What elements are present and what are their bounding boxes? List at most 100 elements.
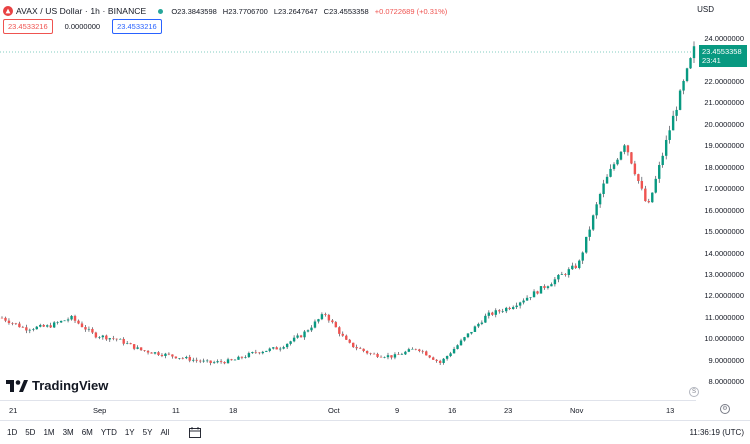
auto-scale-icon[interactable]: S: [689, 387, 699, 397]
candle-body: [571, 265, 574, 270]
candle-body: [42, 324, 45, 327]
candle-body: [633, 163, 637, 175]
candle-body: [466, 333, 470, 338]
candle-body: [400, 354, 404, 355]
candle-body: [425, 351, 428, 356]
candle-body: [296, 335, 299, 338]
time-tick: 21: [9, 406, 18, 415]
candle-body: [132, 344, 136, 349]
candle-body: [49, 325, 52, 328]
candle-body: [678, 90, 682, 110]
candle-body: [355, 347, 358, 349]
time-tick: 23: [504, 406, 513, 415]
candle-body: [543, 286, 546, 288]
range-1y-button[interactable]: 1Y: [124, 428, 135, 437]
buy-button[interactable]: 23.4533216: [112, 19, 162, 34]
tradingview-logo[interactable]: TradingView: [6, 378, 108, 393]
candle-body: [303, 331, 306, 338]
bar-countdown: 23:41: [702, 56, 721, 65]
candle-body: [358, 348, 362, 349]
candle-body: [219, 361, 223, 363]
currency-label[interactable]: USD: [697, 5, 714, 14]
candle-body: [341, 333, 344, 336]
candle-body: [143, 350, 146, 351]
price-tick: 24.0000000: [704, 34, 744, 43]
symbol-title[interactable]: AVAX / US Dollar · 1h · BINANCE: [16, 6, 147, 16]
candle-body: [689, 58, 692, 69]
candle-body: [362, 348, 365, 352]
low-label: L: [273, 6, 279, 16]
range-3m-button[interactable]: 3M: [62, 428, 74, 437]
calendar-icon[interactable]: [189, 427, 202, 438]
avax-logo-icon: [3, 6, 13, 16]
time-tick: 18: [229, 406, 238, 415]
candle-body: [546, 286, 550, 288]
range-ytd-button[interactable]: YTD: [100, 428, 117, 437]
candle-body: [46, 325, 49, 327]
candle-body: [265, 350, 268, 352]
candle-body: [612, 164, 616, 169]
range-5y-button[interactable]: 5Y: [142, 428, 153, 437]
candle-body: [188, 356, 191, 361]
price-chart[interactable]: [0, 0, 696, 400]
candle-body: [508, 307, 511, 310]
price-tick: 16.0000000: [704, 205, 744, 215]
candle-body: [226, 359, 230, 364]
current-price-value: 23.4553358: [702, 47, 742, 56]
candle-body: [463, 337, 466, 341]
time-tick: 11: [172, 406, 180, 415]
candle-body: [167, 353, 171, 355]
candle-body: [244, 357, 247, 358]
candle-body: [623, 145, 626, 152]
candle-body: [658, 165, 661, 179]
candle-body: [105, 335, 108, 340]
candle-body: [223, 362, 226, 364]
chart-settings-icon[interactable]: ⚙: [720, 404, 730, 414]
sell-button[interactable]: 23.4533216: [3, 19, 53, 34]
candle-body: [7, 320, 11, 324]
time-axis[interactable]: 21 Sep 11 18 Oct 9 16 23 Nov 13: [0, 400, 696, 418]
candle-body: [56, 322, 59, 324]
candle-body: [139, 347, 143, 351]
candle-body: [0, 317, 4, 319]
ohlc-values: O23.3843598 H23.7706700 L23.2647647 C23.…: [171, 7, 447, 16]
candle-body: [515, 305, 518, 308]
candle-body: [473, 326, 477, 332]
candle-body: [477, 323, 480, 327]
candle-body: [324, 314, 327, 315]
range-6m-button[interactable]: 6M: [81, 428, 93, 437]
candle-body: [334, 322, 338, 328]
price-tick: 18.0000000: [704, 162, 744, 172]
candle-body: [539, 286, 543, 294]
range-1d-button[interactable]: 1D: [7, 428, 18, 437]
utc-clock[interactable]: 11:36:19 (UTC): [689, 428, 744, 437]
range-5d-button[interactable]: 5D: [25, 428, 36, 437]
candle-body: [289, 341, 292, 344]
range-1m-button[interactable]: 1M: [43, 428, 55, 437]
candle-body: [498, 310, 501, 312]
candle-body: [212, 362, 216, 364]
candle-body: [438, 360, 442, 363]
candle-body: [268, 348, 271, 351]
candle-body: [18, 323, 21, 328]
range-all-button[interactable]: All: [160, 428, 170, 437]
candle-body: [685, 68, 689, 81]
price-tick: 22.0000000: [704, 76, 744, 86]
candle-body: [605, 176, 609, 184]
candle-body: [119, 338, 122, 340]
candle-body: [14, 323, 18, 324]
candle-body: [115, 338, 118, 340]
high-label: H: [222, 6, 229, 16]
open-label: O: [171, 6, 178, 16]
candle-body: [630, 152, 633, 164]
candle-body: [317, 319, 320, 322]
time-tick: 13: [666, 406, 675, 415]
price-tick: 14.0000000: [704, 248, 744, 258]
candle-body: [435, 359, 438, 361]
candle-body: [553, 279, 557, 285]
candle-body: [52, 322, 56, 328]
candle-body: [181, 358, 185, 359]
candle-body: [254, 352, 258, 353]
candle-body: [661, 155, 664, 166]
candle-body: [452, 348, 456, 354]
